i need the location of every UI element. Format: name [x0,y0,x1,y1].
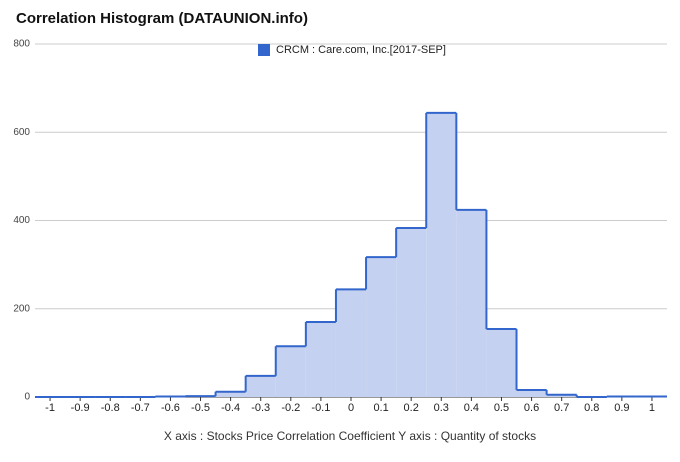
bin-fill [396,228,427,397]
bin-fill [516,389,547,397]
x-tick-label: -0.2 [281,402,300,414]
x-tick-label: 0 [348,402,354,414]
bin-fill [486,329,517,397]
x-tick-label: 0.2 [404,402,419,414]
y-tick-label: 200 [13,303,30,314]
x-tick-label: -0.5 [191,402,210,414]
legend-label: CRCM : Care.com, Inc.[2017-SEP] [276,44,446,56]
x-tick-label: -0.9 [71,402,90,414]
bin-fill [426,112,457,398]
bin-fill [456,209,487,397]
x-tick-label: -0.4 [221,402,240,414]
x-tick-label: 0.8 [584,402,599,414]
y-tick-label: 0 [24,392,30,403]
x-tick-label: -1 [45,402,55,414]
x-tick-label: 0.9 [614,402,629,414]
y-tick-label: 600 [13,127,30,138]
x-tick-label: 0.7 [554,402,569,414]
chart-title: Correlation Histogram (DATAUNION.info) [16,10,308,27]
y-tick-label: 800 [13,39,30,50]
legend-swatch [258,44,270,56]
bin-fill [245,375,276,397]
axis-caption: X axis : Stocks Price Correlation Coeffi… [164,429,536,443]
x-tick-label: 0.5 [494,402,509,414]
bin-fill [305,321,336,397]
x-tick-label: -0.3 [251,402,270,414]
bin-fill [335,289,367,397]
y-tick-label: 400 [13,215,30,226]
x-tick-label: -0.7 [131,402,150,414]
x-tick-label: 0.3 [434,402,449,414]
x-tick-label: 0.6 [524,402,539,414]
bin-fill [366,257,397,397]
bin-fill [215,391,246,397]
x-tick-label: 0.4 [464,402,479,414]
x-tick-label: -0.8 [101,402,120,414]
x-tick-label: 0.1 [373,402,388,414]
bin-fill [275,346,306,397]
x-tick-label: -0.6 [161,402,180,414]
x-tick-label: -0.1 [311,402,330,414]
x-tick-label: 1 [649,402,655,414]
bin-fill [546,394,577,397]
